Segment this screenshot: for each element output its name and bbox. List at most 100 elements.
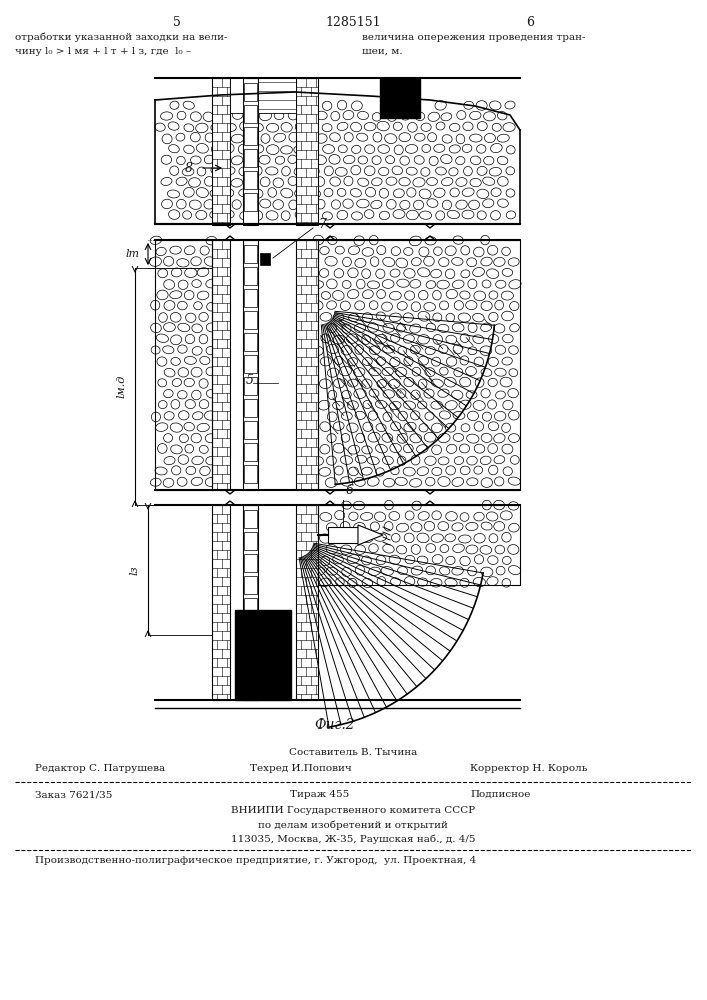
Text: Составитель В. Тычина: Составитель В. Тычина (289, 748, 417, 757)
Ellipse shape (355, 455, 367, 463)
Ellipse shape (403, 335, 414, 343)
Ellipse shape (206, 347, 215, 355)
Ellipse shape (365, 145, 375, 154)
Ellipse shape (288, 177, 298, 185)
Ellipse shape (409, 324, 421, 333)
Ellipse shape (192, 390, 201, 400)
Ellipse shape (434, 144, 445, 152)
Ellipse shape (441, 113, 452, 121)
Ellipse shape (260, 177, 270, 187)
Ellipse shape (438, 522, 449, 531)
Ellipse shape (510, 324, 519, 332)
Ellipse shape (177, 345, 187, 353)
Ellipse shape (155, 123, 165, 131)
Ellipse shape (473, 578, 486, 587)
Ellipse shape (475, 378, 484, 387)
Ellipse shape (426, 566, 436, 575)
Ellipse shape (267, 123, 279, 132)
Ellipse shape (312, 281, 324, 289)
Ellipse shape (432, 467, 442, 476)
Ellipse shape (355, 345, 363, 354)
Ellipse shape (177, 301, 187, 310)
Ellipse shape (399, 178, 410, 186)
Ellipse shape (329, 155, 340, 164)
Ellipse shape (494, 411, 506, 421)
Ellipse shape (369, 301, 378, 310)
Ellipse shape (403, 313, 414, 322)
Ellipse shape (502, 357, 513, 365)
Ellipse shape (328, 236, 337, 245)
Ellipse shape (336, 578, 344, 586)
Text: величина опережения проведения тран-: величина опережения проведения тран- (362, 33, 585, 42)
Bar (260, 253, 270, 265)
Text: ВНИИПИ Государственного комитета СССР: ВНИИПИ Государственного комитета СССР (231, 806, 475, 815)
Ellipse shape (157, 357, 167, 366)
Bar (380, 78, 420, 118)
Ellipse shape (361, 467, 373, 475)
Ellipse shape (158, 313, 168, 322)
Ellipse shape (466, 545, 478, 554)
Ellipse shape (170, 335, 182, 345)
Ellipse shape (158, 379, 167, 387)
Ellipse shape (281, 166, 291, 176)
Ellipse shape (204, 257, 216, 266)
Ellipse shape (308, 101, 318, 109)
Ellipse shape (333, 313, 344, 321)
Ellipse shape (508, 545, 519, 554)
Ellipse shape (370, 200, 382, 209)
Ellipse shape (364, 210, 374, 218)
Ellipse shape (470, 156, 481, 165)
Ellipse shape (355, 411, 366, 419)
Ellipse shape (253, 166, 262, 175)
Bar (258, 78, 296, 113)
Ellipse shape (433, 188, 445, 197)
Ellipse shape (151, 300, 160, 310)
Ellipse shape (506, 211, 515, 219)
Ellipse shape (483, 199, 493, 208)
Ellipse shape (151, 323, 161, 333)
Ellipse shape (253, 123, 263, 132)
Ellipse shape (281, 146, 293, 154)
Ellipse shape (351, 122, 361, 132)
Ellipse shape (397, 302, 407, 310)
Ellipse shape (369, 368, 381, 376)
Bar (230, 78, 243, 113)
Ellipse shape (502, 532, 511, 542)
Ellipse shape (161, 177, 172, 185)
Text: 6: 6 (526, 15, 534, 28)
Ellipse shape (368, 432, 380, 442)
Ellipse shape (397, 567, 408, 575)
Ellipse shape (171, 357, 180, 365)
Ellipse shape (404, 444, 413, 453)
Ellipse shape (460, 377, 471, 387)
Ellipse shape (419, 424, 428, 432)
Ellipse shape (450, 123, 460, 131)
Ellipse shape (484, 156, 494, 165)
Ellipse shape (281, 188, 293, 198)
Ellipse shape (415, 112, 425, 121)
Ellipse shape (316, 111, 327, 120)
Ellipse shape (456, 200, 467, 209)
Ellipse shape (361, 512, 373, 520)
Ellipse shape (385, 156, 395, 164)
Bar (244, 311, 257, 329)
Ellipse shape (267, 145, 279, 155)
Ellipse shape (337, 122, 348, 131)
Ellipse shape (309, 123, 319, 132)
Ellipse shape (446, 335, 457, 344)
Ellipse shape (327, 567, 337, 575)
Bar (244, 333, 257, 351)
Ellipse shape (203, 112, 214, 122)
Ellipse shape (391, 467, 399, 475)
Ellipse shape (356, 199, 369, 208)
Ellipse shape (372, 178, 382, 186)
Ellipse shape (376, 555, 386, 565)
Ellipse shape (408, 122, 417, 132)
Ellipse shape (410, 280, 421, 288)
Ellipse shape (444, 377, 456, 387)
Ellipse shape (354, 501, 365, 510)
Ellipse shape (355, 545, 366, 554)
Ellipse shape (481, 389, 490, 398)
Ellipse shape (362, 578, 373, 587)
Ellipse shape (348, 578, 357, 587)
